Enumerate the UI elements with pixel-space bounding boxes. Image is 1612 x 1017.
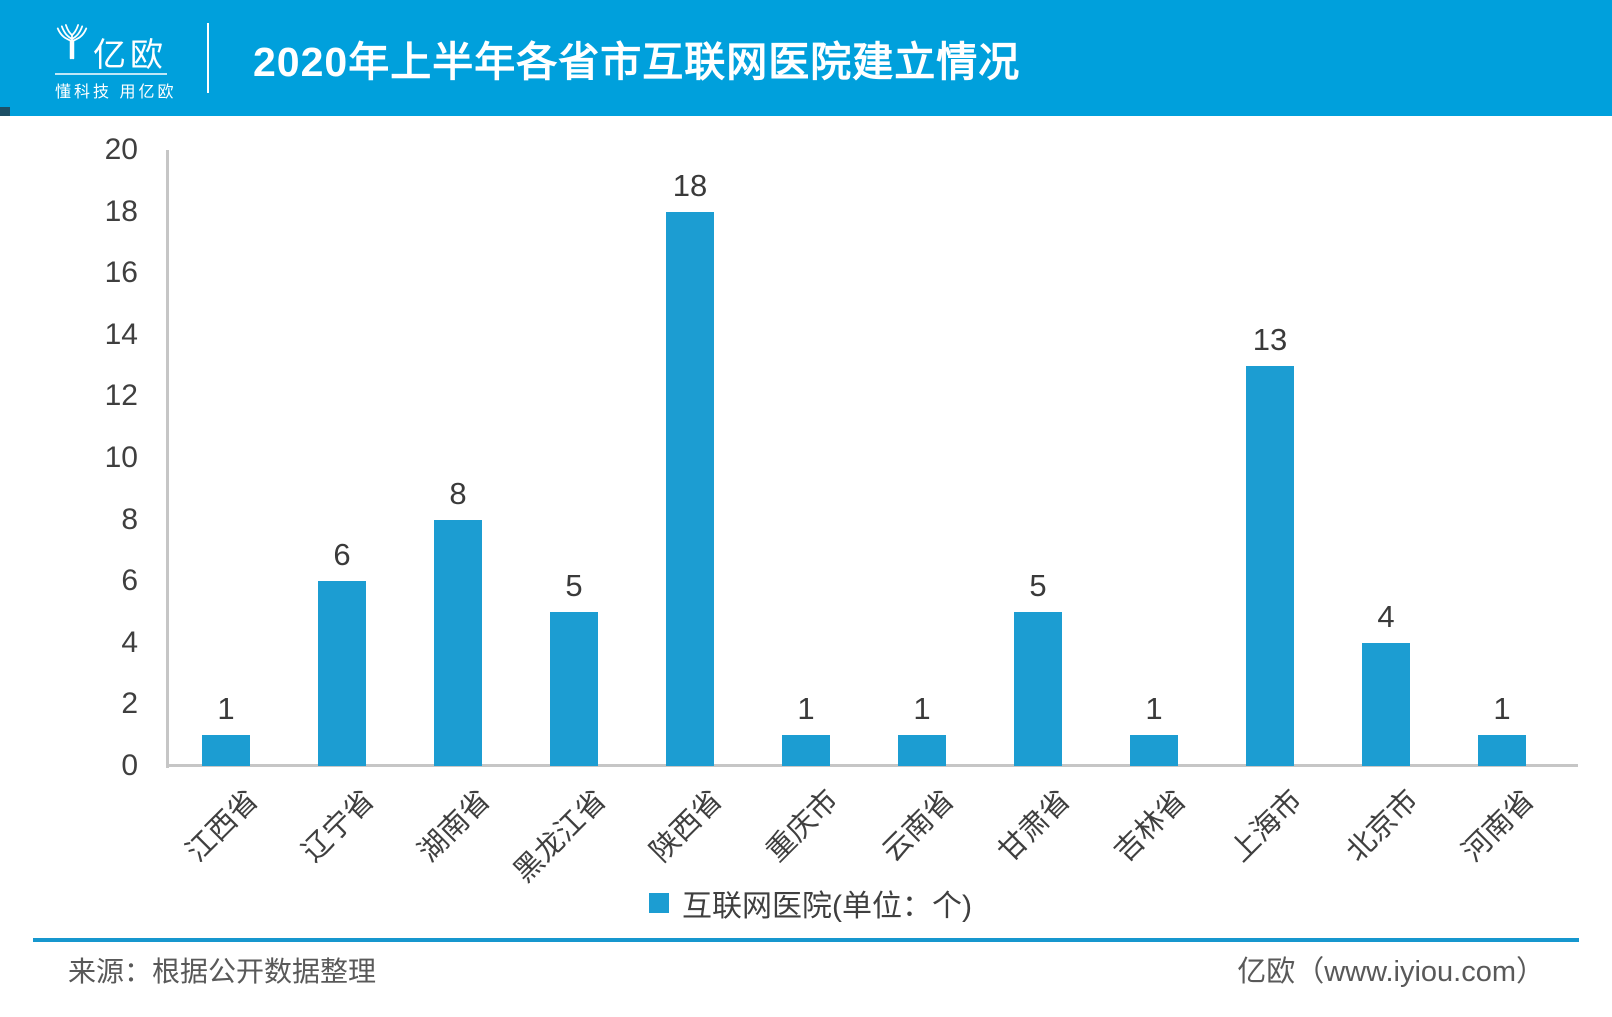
bar: [898, 735, 946, 766]
bar: [1246, 365, 1294, 766]
bar-value-label: 18: [672, 167, 708, 203]
bar-value-label: 5: [565, 568, 583, 603]
bar: [1130, 735, 1178, 766]
y-axis-tick-label: 2: [121, 687, 138, 721]
bar-value-label: 5: [1029, 568, 1047, 603]
bar-value-label: 4: [1377, 598, 1395, 634]
x-axis-label: 北京市: [1340, 784, 1425, 869]
bar: [550, 612, 598, 766]
bar: [1362, 642, 1410, 766]
brand-logo-text: 亿欧: [93, 36, 167, 73]
brand-logo-underline: [55, 73, 167, 75]
y-axis-tick-label: 18: [104, 194, 138, 228]
bar: [202, 735, 250, 766]
y-axis: [166, 150, 169, 768]
x-axis-label: 重庆市: [760, 784, 845, 869]
brand-logo-icon: [56, 24, 88, 60]
x-axis-label: 湖南省: [412, 784, 497, 869]
y-axis-tick-label: 6: [121, 564, 138, 598]
x-axis-label: 黑龙江省: [507, 784, 613, 889]
y-axis-tick-label: 16: [104, 256, 138, 290]
x-axis-label: 吉林省: [1108, 784, 1193, 869]
bar-value-label: 8: [449, 475, 467, 511]
bar: [318, 581, 366, 766]
legend: 互联网医院(单位：个): [649, 884, 972, 923]
x-axis-label: 陕西省: [644, 784, 729, 869]
brand-tagline: 懂科技 用亿欧: [55, 84, 177, 101]
x-axis-label: 辽宁省: [296, 784, 381, 869]
page-title: 2020年上半年各省市互联网医院建立情况: [253, 39, 1021, 85]
header-band: 亿欧 懂科技 用亿欧 2020年上半年各省市互联网医院建立情况: [0, 0, 1612, 116]
legend-swatch: [649, 893, 669, 913]
source-note: 来源：根据公开数据整理: [68, 956, 377, 987]
bar: [1014, 612, 1062, 766]
y-axis-tick-label: 10: [104, 441, 138, 474]
bar-value-label: 13: [1252, 321, 1288, 357]
x-axis-label: 江西省: [180, 784, 265, 869]
brand-logo: 亿欧 懂科技 用亿欧: [55, 14, 215, 104]
bar-value-label: 1: [1493, 691, 1511, 727]
bar: [434, 519, 482, 766]
bar-value-label: 1: [1145, 691, 1163, 727]
y-axis-tick-label: 14: [104, 317, 138, 351]
x-axis: [167, 764, 1578, 767]
y-axis-tick-label: 12: [104, 379, 138, 413]
bar: [782, 735, 830, 766]
bar: [1478, 735, 1526, 766]
x-axis-label: 甘肃省: [992, 784, 1077, 869]
bar-value-label: 1: [217, 691, 235, 727]
header-corner-artifact: [0, 107, 10, 116]
x-axis-label: 上海市: [1224, 784, 1309, 869]
bar-value-label: 6: [333, 537, 351, 573]
y-axis-tick-label: 20: [104, 133, 138, 166]
bar: [666, 211, 714, 766]
bar-value-label: 1: [913, 691, 931, 727]
y-axis-tick-label: 8: [121, 502, 138, 536]
legend-label: 互联网医院(单位：个): [682, 890, 972, 923]
brand-credit: 亿欧（www.iyiou.com）: [1237, 956, 1545, 988]
footer-divider: [33, 938, 1579, 942]
x-axis-label: 河南省: [1456, 784, 1541, 869]
y-axis-tick-label: 0: [121, 749, 138, 782]
bar-value-label: 1: [797, 691, 815, 727]
y-axis-tick-label: 4: [121, 625, 138, 659]
header-divider: [207, 23, 209, 93]
x-axis-label: 云南省: [876, 784, 961, 869]
